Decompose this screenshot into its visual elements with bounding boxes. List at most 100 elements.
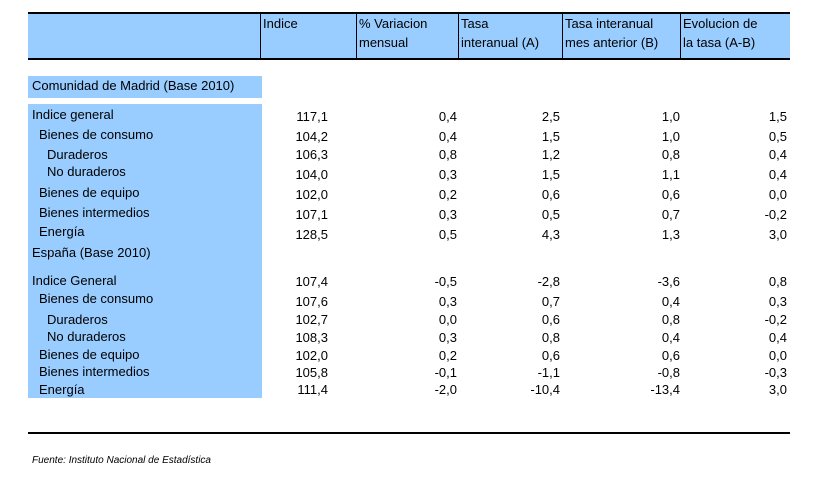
row-label: Bienes intermedios <box>39 364 150 379</box>
cell-indice: 102,0 <box>295 187 328 202</box>
cell-variacion: 0,4 <box>438 109 457 124</box>
row-label: Indice General <box>32 273 117 288</box>
row-label-band <box>28 104 262 398</box>
row-label: Bienes intermedios <box>39 205 150 220</box>
header-tasa-interanual: Tasa interanual (A) <box>459 14 562 58</box>
cell-tasa-b: 0,7 <box>661 207 680 222</box>
cell-evolucion: -0,2 <box>764 207 787 222</box>
cell-evolucion: 0,5 <box>768 129 787 144</box>
cell-tasa-a: 0,8 <box>541 330 560 345</box>
cell-tasa-a: -10,4 <box>530 382 560 397</box>
cell-tasa-b: 1,0 <box>661 109 680 124</box>
cell-tasa-b: 0,6 <box>661 187 680 202</box>
header-line: mes anterior (B) <box>565 35 659 50</box>
cell-tasa-b: 1,0 <box>661 129 680 144</box>
column-divider <box>458 14 459 58</box>
row-label: Bienes de equipo <box>39 185 140 200</box>
cell-variacion: -0,5 <box>434 274 457 289</box>
cell-indice: 102,7 <box>295 312 328 327</box>
cell-indice: 107,1 <box>295 207 328 222</box>
cell-tasa-a: 1,5 <box>541 167 560 182</box>
cell-tasa-a: 4,3 <box>541 227 560 242</box>
cell-evolucion: -0,2 <box>764 312 787 327</box>
cell-tasa-a: 0,7 <box>541 294 560 309</box>
row-label: Bienes de consumo <box>39 127 154 142</box>
cell-tasa-b: 0,4 <box>661 294 680 309</box>
header-line: Evolucion de <box>683 16 758 31</box>
cell-variacion: 0,4 <box>438 129 457 144</box>
cell-tasa-a: 1,5 <box>541 129 560 144</box>
cell-variacion: 0,2 <box>438 187 457 202</box>
source-note: Fuente: Instituto Nacional de Estadístic… <box>32 455 211 466</box>
header-evolucion-tasa: Evolucion de la tasa (A-B) <box>681 14 790 58</box>
cell-tasa-a: 0,6 <box>541 312 560 327</box>
column-divider <box>356 14 357 58</box>
table-bottom-rule <box>28 432 790 434</box>
cell-variacion: 0,0 <box>438 312 457 327</box>
cell-tasa-a: -1,1 <box>537 365 560 380</box>
cell-indice: 107,4 <box>295 274 328 289</box>
cell-variacion: 0,2 <box>438 348 457 363</box>
column-divider <box>260 14 261 58</box>
section-title-espana: España (Base 2010) <box>32 245 151 260</box>
cell-variacion: -2,0 <box>434 382 457 397</box>
header-line: interanual (A) <box>461 35 540 50</box>
section-title-band <box>28 76 262 98</box>
cell-variacion: 0,3 <box>438 330 457 345</box>
cell-evolucion: 3,0 <box>768 382 787 397</box>
header-indice: Indice <box>261 14 356 58</box>
cell-evolucion: 0,0 <box>768 348 787 363</box>
cell-indice: 128,5 <box>295 227 328 242</box>
header-line: mensual <box>359 35 409 50</box>
row-label: Energía <box>39 224 85 239</box>
row-label: Bienes de consumo <box>39 291 154 306</box>
cell-indice: 104,2 <box>295 129 328 144</box>
cell-variacion: 0,5 <box>438 227 457 242</box>
cell-indice: 108,3 <box>295 330 328 345</box>
cell-indice: 117,1 <box>296 109 328 124</box>
cell-indice: 102,0 <box>295 348 328 363</box>
cell-tasa-a: 0,6 <box>541 187 560 202</box>
header-variacion-mensual: % Variacion mensual <box>357 14 458 58</box>
cell-evolucion: 1,5 <box>768 109 787 124</box>
row-label: No duraderos <box>47 164 126 179</box>
cell-tasa-a: -2,8 <box>537 274 560 289</box>
row-label: Bienes de equipo <box>39 347 140 362</box>
cell-indice: 106,3 <box>295 147 328 162</box>
cell-tasa-b: -0,8 <box>657 365 680 380</box>
cell-evolucion: 0,0 <box>768 187 787 202</box>
cell-evolucion: 0,4 <box>768 330 787 345</box>
cell-evolucion: 3,0 <box>768 227 787 242</box>
cell-indice: 107,6 <box>295 294 328 309</box>
column-divider <box>562 14 563 58</box>
cell-evolucion: -0,3 <box>764 365 787 380</box>
header-line: Tasa interanual <box>565 16 654 31</box>
cell-variacion: 0,3 <box>438 167 457 182</box>
cell-evolucion: 0,8 <box>768 274 787 289</box>
cell-tasa-b: 0,6 <box>661 348 680 363</box>
cell-tasa-a: 0,6 <box>541 348 560 363</box>
cell-tasa-a: 1,2 <box>541 147 560 162</box>
column-divider <box>680 14 681 58</box>
row-label: Indice general <box>32 107 114 122</box>
header-indice-label: Indice <box>263 16 298 31</box>
cell-tasa-a: 2,5 <box>541 109 560 124</box>
cell-evolucion: 0,4 <box>768 167 787 182</box>
cell-tasa-b: 0,8 <box>661 312 680 327</box>
header-line: % Variacion <box>359 16 428 31</box>
cell-variacion: 0,8 <box>438 147 457 162</box>
cell-indice: 104,0 <box>295 167 328 182</box>
row-label: Energía <box>39 382 85 397</box>
cell-variacion: -0,1 <box>434 365 457 380</box>
row-label: No duraderos <box>47 329 126 344</box>
row-label: Duraderos <box>47 147 108 162</box>
cell-tasa-b: -13,4 <box>650 382 680 397</box>
row-label: Duraderos <box>47 312 108 327</box>
cell-evolucion: 0,3 <box>768 294 787 309</box>
header-line: la tasa (A-B) <box>683 35 756 50</box>
header-line: Tasa <box>461 16 489 31</box>
header-tasa-mes-anterior: Tasa interanual mes anterior (B) <box>563 14 680 58</box>
cell-tasa-b: 1,3 <box>661 227 680 242</box>
cell-evolucion: 0,4 <box>768 147 787 162</box>
section-title-madrid: Comunidad de Madrid (Base 2010) <box>32 78 235 93</box>
